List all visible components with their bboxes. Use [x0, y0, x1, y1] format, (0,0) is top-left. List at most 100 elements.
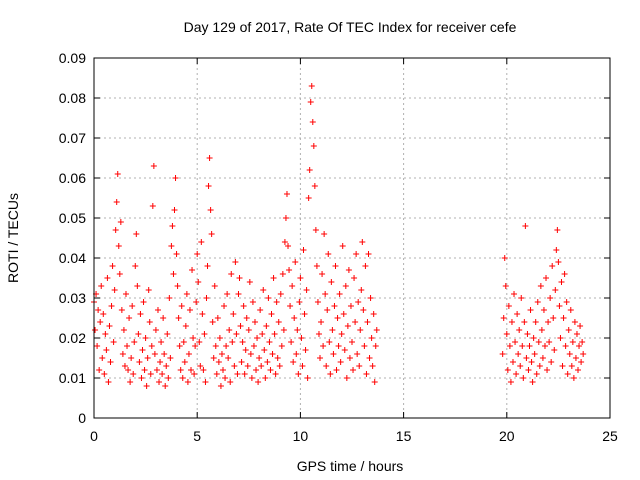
data-point [215, 359, 222, 365]
data-point [221, 303, 228, 309]
y-tick-label: 0.04 [59, 250, 86, 266]
data-point [553, 247, 560, 253]
data-point [99, 355, 106, 361]
data-point [94, 343, 101, 349]
data-point [307, 99, 314, 105]
data-point [131, 339, 138, 345]
data-point [575, 367, 582, 373]
data-point [301, 311, 308, 317]
data-point [334, 315, 341, 321]
data-point [282, 215, 289, 221]
data-point [200, 367, 207, 373]
data-point [175, 315, 182, 321]
data-point [507, 379, 514, 385]
data-point [520, 375, 527, 381]
data-point [126, 315, 133, 321]
data-point [207, 207, 214, 213]
data-point [518, 295, 525, 301]
data-point [102, 331, 109, 337]
data-point [558, 279, 565, 285]
data-point [254, 335, 261, 341]
data-point [361, 343, 368, 349]
data-point [268, 311, 275, 317]
data-point [525, 367, 532, 373]
data-point [223, 343, 230, 349]
data-point [300, 247, 307, 253]
data-point [95, 307, 102, 313]
data-point [580, 351, 587, 357]
data-point [323, 363, 330, 369]
y-tick-label: 0.09 [59, 50, 86, 66]
data-point [271, 331, 278, 337]
data-point [121, 363, 128, 369]
data-point [234, 371, 241, 377]
data-point [146, 319, 153, 325]
data-point [184, 379, 191, 385]
data-point [327, 371, 334, 377]
data-point [173, 251, 180, 257]
data-point [346, 355, 353, 361]
data-point [368, 335, 375, 341]
data-point [536, 363, 543, 369]
data-point [534, 299, 541, 305]
data-point [552, 287, 559, 293]
data-point [256, 355, 263, 361]
data-point [566, 351, 573, 357]
data-point [270, 275, 277, 281]
data-point [549, 263, 556, 269]
data-point [305, 195, 312, 201]
data-point [272, 371, 279, 377]
y-tick-label: 0.05 [59, 210, 86, 226]
data-point [561, 271, 568, 277]
data-point [550, 315, 557, 321]
data-point [567, 307, 574, 313]
data-point [216, 335, 223, 341]
data-point [168, 243, 175, 249]
data-point [193, 299, 200, 305]
data-point [250, 343, 257, 349]
data-point [261, 347, 268, 353]
data-point [241, 371, 248, 377]
x-tick-label: 0 [90, 428, 98, 444]
data-point [260, 287, 267, 293]
data-point [232, 259, 239, 265]
data-point [547, 295, 554, 301]
data-point [242, 347, 249, 353]
data-point [235, 291, 242, 297]
data-point [158, 339, 165, 345]
data-point [228, 271, 235, 277]
data-point [118, 307, 125, 313]
data-point [135, 331, 142, 337]
data-point [541, 343, 548, 349]
data-point [521, 319, 528, 325]
data-point [502, 283, 509, 289]
data-point [522, 223, 529, 229]
data-point [532, 319, 539, 325]
data-point [163, 363, 170, 369]
data-point [98, 283, 105, 289]
data-point [332, 263, 339, 269]
data-point [226, 327, 233, 333]
data-point [281, 239, 288, 245]
data-point [139, 347, 146, 353]
data-point [151, 351, 158, 357]
data-point [339, 243, 346, 249]
data-point [199, 311, 206, 317]
x-tick-label: 20 [499, 428, 515, 444]
data-point [578, 359, 585, 365]
data-point [100, 311, 107, 317]
data-point [546, 339, 553, 345]
data-point [537, 283, 544, 289]
data-point [195, 279, 202, 285]
x-tick-label: 25 [602, 428, 618, 444]
data-point [359, 239, 366, 245]
data-point [555, 259, 562, 265]
data-point [144, 355, 151, 361]
data-point [511, 291, 518, 297]
data-point [191, 371, 198, 377]
data-point [194, 251, 201, 257]
data-point [222, 375, 229, 381]
data-point [185, 351, 192, 357]
data-point [337, 359, 344, 365]
data-point [248, 375, 255, 381]
